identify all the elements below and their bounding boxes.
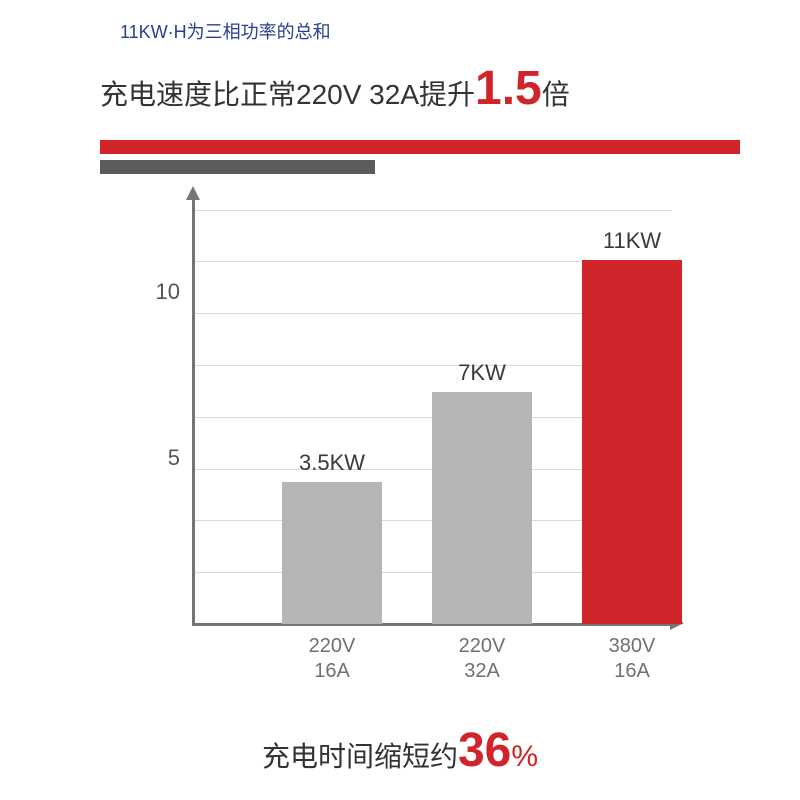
bar-category-label: 220V 16A (262, 634, 402, 684)
footer-suffix: % (511, 740, 538, 773)
comparison-bar-gray (100, 160, 375, 174)
bar (582, 260, 682, 624)
footer-big: 36 (458, 724, 511, 777)
headline-big: 1.5 (475, 62, 542, 115)
footer-line: 充电时间缩短约36% (0, 723, 800, 778)
bar-value-label: 11KW (567, 228, 697, 254)
bar-category-label: 380V 16A (562, 634, 702, 684)
bar-value-label: 3.5KW (267, 450, 397, 476)
y-tick-label: 10 (150, 279, 180, 305)
footer-prefix: 充电时间缩短约 (262, 741, 458, 772)
power-chart: 5103.5KW220V 16A7KW220V 32A11KW380V 16A (150, 188, 690, 678)
chart-plot-area: 5103.5KW220V 16A7KW220V 32A11KW380V 16A (150, 188, 690, 678)
headline-suffix: 倍 (542, 79, 570, 110)
bar (432, 392, 532, 624)
comparison-bars (100, 140, 740, 180)
headline-prefix: 充电速度比正常220V 32A提升 (100, 79, 475, 110)
bar-category-label: 220V 32A (412, 634, 552, 684)
y-axis-arrowhead-icon (186, 186, 200, 200)
note-text: 11KW·H为三相功率的总和 (120, 18, 331, 44)
page-root: 11KW·H为三相功率的总和 充电速度比正常220V 32A提升1.5倍 5 10… (0, 0, 800, 800)
comparison-bar-red (100, 140, 740, 154)
bar-value-label: 7KW (417, 360, 547, 386)
bar (282, 482, 382, 624)
headline: 充电速度比正常220V 32A提升1.5倍 (100, 60, 740, 118)
gridline (195, 210, 672, 211)
y-axis (192, 194, 195, 624)
y-tick-label: 5 (150, 445, 180, 471)
